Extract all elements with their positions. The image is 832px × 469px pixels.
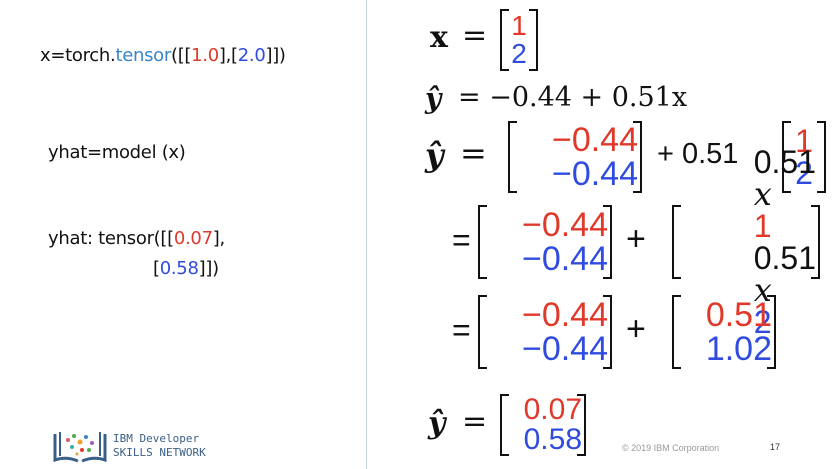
eq1-equals: = xyxy=(462,18,488,53)
eq3-vector-x: 1 2 xyxy=(782,121,826,193)
code-value-058: 0.58 xyxy=(159,258,199,279)
eq2-rhs: = −0.44 + 0.51x xyxy=(458,82,688,113)
vector-entry: 0.51 x 2 xyxy=(754,242,816,338)
entry-part: x xyxy=(753,175,772,213)
code-yhat-output: yhat: tensor([[0.07], xyxy=(48,228,225,249)
eq5-vector-bias: −0.44 −0.44 xyxy=(478,295,612,369)
ibm-skills-network-logo: IBM Developer SKILLS NETWORK xyxy=(52,430,206,469)
divider xyxy=(366,0,367,469)
eq6-lhs: ŷ xyxy=(428,406,446,441)
entry-part: 0.51 xyxy=(753,240,816,276)
code-value-2: 2.0 xyxy=(237,45,266,66)
code-yhat-output-2: [0.58]]) xyxy=(153,258,219,279)
entry-part: 1 xyxy=(753,208,772,244)
logo-line1: IBM Developer xyxy=(113,432,200,445)
eq4-vector-product: 0.51 x 1 0.51 x 2 xyxy=(672,146,820,338)
eq5-vector-result: 0.51 1.02 xyxy=(672,295,776,369)
eq5-equals: = xyxy=(452,312,471,348)
vector-entry: 2 xyxy=(511,38,527,69)
logo-line2: SKILLS NETWORK xyxy=(113,446,206,459)
code-text: ([[ xyxy=(170,45,192,66)
vector-entry: 1 xyxy=(511,10,527,41)
code-text: ]]) xyxy=(265,45,286,66)
vector-entry: 0.58 xyxy=(523,423,582,456)
code-tensor: tensor xyxy=(115,45,171,66)
book-icon xyxy=(53,432,107,463)
eq6-equals: = xyxy=(462,404,488,439)
vector-entry: −0.44 xyxy=(521,206,608,244)
vector-entry: 1 xyxy=(795,123,813,159)
eq4-equals: = xyxy=(452,222,471,258)
eq3-equals: = xyxy=(460,134,487,172)
vector-entry: −0.44 xyxy=(521,296,608,334)
code-text: ], xyxy=(212,228,225,249)
eq6-vector-yhat: 0.07 0.58 xyxy=(500,394,586,456)
eq3-plus-weight: + 0.51 xyxy=(657,138,739,170)
vector-entry: 0.51 xyxy=(705,296,772,334)
eq1-vector: 1 2 xyxy=(500,9,538,71)
vector-entry: −0.44 xyxy=(551,121,638,159)
copyright: © 2019 IBM Corporation xyxy=(622,443,720,453)
eq3-lhs: ŷ xyxy=(425,136,444,174)
eq3-vector-bias: −0.44 −0.44 xyxy=(508,121,642,193)
code-value-1: 1.0 xyxy=(191,45,219,66)
vector-entry: −0.44 xyxy=(521,330,608,368)
code-yhat-model: yhat=model (x) xyxy=(48,142,186,163)
eq4-vector-bias: −0.44 −0.44 xyxy=(478,205,612,279)
code-text: yhat: tensor([[ xyxy=(48,228,174,249)
eq5-plus: + xyxy=(626,310,646,348)
entry-part: 0.51 xyxy=(753,144,816,180)
eq2-lhs: ŷ xyxy=(425,82,442,115)
vector-entry: 2 xyxy=(795,155,813,191)
code-x-tensor: x=torch.tensor([[1.0],[2.0]]) xyxy=(40,45,286,66)
entry-part: x xyxy=(753,271,772,309)
entry-part: 2 xyxy=(753,304,772,340)
code-text: x=torch. xyxy=(40,45,116,66)
logo-text: IBM Developer SKILLS NETWORK xyxy=(113,432,206,460)
eq4-plus: + xyxy=(626,220,646,258)
code-text: ],[ xyxy=(218,45,238,66)
eq1-lhs: x xyxy=(430,20,448,55)
vector-entry: −0.44 xyxy=(521,240,608,278)
vector-entry: 0.51 x 1 xyxy=(754,146,816,242)
vector-entry: 1.02 xyxy=(705,330,772,368)
vector-entry: −0.44 xyxy=(551,155,638,193)
page-number: 17 xyxy=(770,442,781,452)
vector-entry: 0.07 xyxy=(523,393,582,426)
code-text: [ xyxy=(153,258,160,279)
code-value-007: 0.07 xyxy=(173,228,213,249)
code-text: ]]) xyxy=(198,258,219,279)
